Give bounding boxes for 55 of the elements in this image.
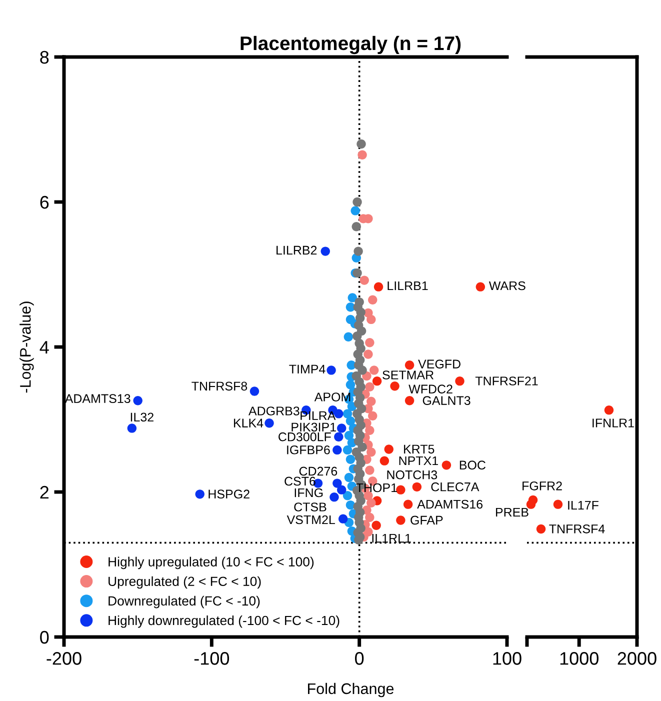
annotation: WARS (488, 281, 526, 290)
annotation: GFAP (410, 516, 443, 525)
legend-label: Upregulated (2 < FC < 10) (108, 576, 261, 589)
x-tick-label: 2000 (618, 652, 656, 665)
annotation: BOC (460, 460, 486, 470)
annotation: CD300LF (278, 432, 331, 442)
annotation: ADAMTS16 (417, 500, 483, 509)
x-tick-label: -100 (194, 652, 230, 665)
y-axis-title: -Log(P-value) (20, 302, 34, 393)
annotation: VSTM2L (286, 515, 335, 524)
annotation: ADGRB3 (248, 406, 300, 416)
annotation: TIMP4 (289, 364, 326, 374)
annotation: PIK3IP1 (292, 422, 336, 432)
annotation: GALNT3 (422, 396, 470, 406)
annotation: LILRB1 (388, 281, 428, 290)
annotation: NPTX1 (399, 456, 438, 466)
annotation: IGFBP6 (287, 445, 330, 454)
annotation: CD276 (299, 466, 338, 476)
annotation: CLEC7A (431, 482, 480, 492)
y-tick-label: 8 (40, 50, 49, 64)
annotation: IL32 (130, 412, 154, 422)
x-tick-label: 1000 (560, 652, 598, 665)
annotation: TNFRSF8 (192, 382, 248, 391)
x-tick-label: 100 (493, 652, 522, 665)
legend-label: Downregulated (FC < -10) (108, 596, 260, 608)
annotation: LILRB2 (276, 246, 317, 255)
annotation: HSPG2 (208, 490, 250, 499)
annotation: KLK4 (234, 418, 264, 428)
annotation: TNFRSF21 (475, 376, 538, 386)
annotation: NOTCH3 (387, 470, 438, 480)
annotation: KRT5 (404, 444, 434, 454)
annotation: IL1RL1 (372, 534, 411, 543)
annotation: PILRA (300, 411, 336, 420)
annotation: WFDC2 (408, 384, 452, 394)
annotation: IFNG (294, 488, 323, 498)
annotation: PREB (496, 508, 528, 517)
annotation: VEGFD (418, 360, 460, 368)
annotation: TNFRSF4 (549, 524, 605, 534)
y-tick-label: 0 (40, 630, 49, 644)
annotation: IL17F (568, 500, 598, 510)
x-tick-label: 0 (355, 652, 364, 665)
x-axis-title: Fold Change (308, 682, 394, 698)
annotation: IFNLR1 (592, 418, 634, 428)
legend-label: Highly downregulated (-100 < FC < -10) (108, 615, 340, 628)
annotation: SETMAR (382, 370, 434, 380)
x-tick-label: -200 (46, 652, 82, 665)
annotation: FGFR2 (522, 481, 562, 490)
y-tick-label: 4 (40, 341, 49, 354)
annotation: THOP1 (356, 483, 397, 492)
legend-label: Highly upregulated (10 < FC < 100) (108, 556, 314, 570)
y-tick-label: 6 (40, 196, 49, 209)
annotation: CTSB (294, 502, 326, 512)
y-tick-label: 2 (40, 486, 49, 499)
chart-title: Placentomegaly (n = 17) (240, 36, 461, 54)
annotation: ADAMTS13 (64, 394, 130, 404)
